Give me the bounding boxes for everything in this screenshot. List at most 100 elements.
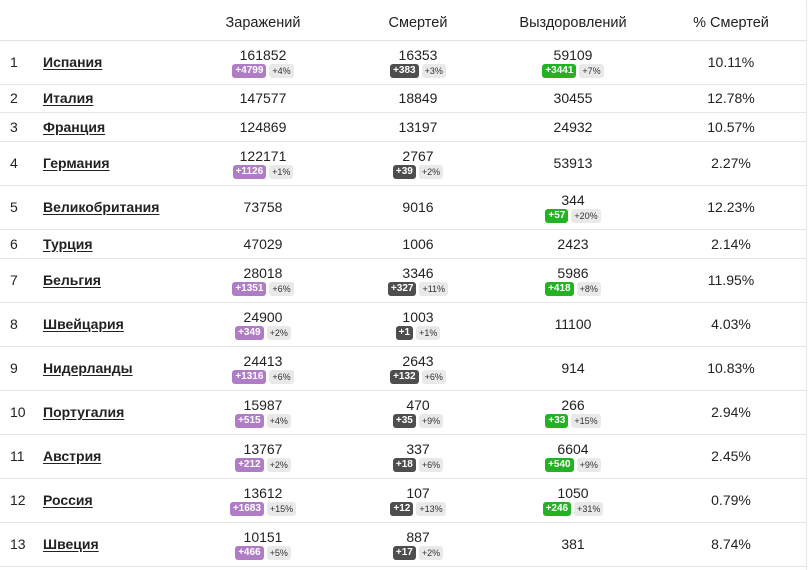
header-cases[interactable]: Заражений [225, 15, 301, 31]
deaths-new-badge: +383 [390, 63, 419, 78]
deaths-new-badge: +327 [387, 281, 417, 296]
country-link[interactable]: Швеция [43, 536, 99, 552]
deaths-percent-badge: +1% [416, 325, 441, 340]
rank-cell: 1 [10, 40, 34, 84]
death-percent-cell: 12.23% [668, 185, 794, 229]
deaths-percent-badge: +9% [418, 413, 444, 428]
country-cell: Австрия [43, 434, 213, 478]
recovered-value: 2423 [557, 235, 589, 252]
table-row: 1 Испания 161852 +4799 +4% 16353 +383 +3% 59109 +… [0, 40, 806, 85]
deaths-value: 887 [406, 528, 430, 545]
cases-new-badge: +515 [235, 413, 264, 428]
country-cell: Турция [43, 229, 213, 258]
country-link[interactable]: Австрия [43, 448, 102, 464]
header-death-percent[interactable]: % Смертей [693, 15, 769, 31]
cases-change-badges: +515 +4% [235, 413, 291, 428]
country-cell: Швейцария [43, 302, 213, 346]
country-link[interactable]: Нидерланды [43, 360, 133, 376]
country-link[interactable]: Португалия [43, 404, 125, 420]
cases-value: 147577 [239, 90, 287, 106]
death-percent-value: 12.78% [707, 90, 755, 106]
deaths-cell: 337 +18 +6% [355, 434, 481, 478]
cases-new-badge: +4799 [232, 63, 267, 78]
country-link[interactable]: Франция [43, 118, 106, 135]
country-link[interactable]: Бельгия [43, 272, 101, 288]
death-percent-cell: 12.78% [668, 84, 794, 112]
table-header: Заражений Смертей Выздоровлений % Смерте… [0, 0, 806, 41]
recovered-cell: 344 +57 +20% [510, 185, 636, 229]
death-percent-value: 0.79% [711, 492, 751, 508]
cases-cell: 147577 [200, 84, 326, 112]
country-cell: Франция [43, 112, 213, 141]
cases-percent-badge: +6% [269, 281, 294, 296]
cases-new-badge: +212 [235, 457, 264, 472]
death-percent-value: 2.14% [711, 235, 751, 252]
death-percent-cell: 10.57% [668, 112, 794, 141]
deaths-value: 18849 [398, 90, 438, 106]
death-percent-cell: 10.11% [668, 40, 794, 84]
country-link[interactable]: Испания [43, 54, 103, 70]
death-percent-value: 8.74% [711, 536, 751, 552]
cases-cell: 122171 +1126 +1% [200, 141, 326, 185]
recovered-cell: 24932 [510, 112, 636, 141]
recovered-change-badges: +540 +9% [545, 457, 601, 472]
death-percent-value: 11.95% [707, 272, 755, 288]
table-row: 4 Германия 122171 +1126 +1% 2767 +39 +2% 53913 2.… [0, 141, 806, 186]
rank-cell: 3 [10, 112, 34, 141]
country-link[interactable]: Швейцария [43, 316, 124, 332]
deaths-value: 107 [406, 484, 430, 501]
recovered-percent-badge: +15% [571, 413, 601, 428]
deaths-percent-badge: +6% [418, 457, 444, 472]
country-link[interactable]: Россия [43, 492, 93, 508]
recovered-new-badge: +540 [545, 457, 574, 472]
rank-number: 3 [10, 118, 18, 135]
death-percent-cell: 8.74% [668, 522, 794, 566]
cases-value: 15987 [243, 396, 283, 413]
country-link[interactable]: Италия [43, 90, 94, 106]
country-link[interactable]: Турция [43, 235, 93, 252]
cases-cell: 15987 +515 +4% [200, 390, 326, 434]
rank-cell: 7 [10, 258, 34, 302]
death-percent-value: 10.83% [707, 360, 755, 376]
rank-cell: 9 [10, 346, 34, 390]
country-cell: Великобритания [43, 185, 213, 229]
recovered-change-badges: +33 +15% [545, 413, 601, 428]
recovered-new-badge: +3441 [542, 63, 577, 78]
country-link[interactable]: Германия [43, 155, 110, 171]
cases-cell: 73758 [200, 185, 326, 229]
country-link[interactable]: Великобритания [43, 199, 160, 215]
death-percent-cell: 0.79% [668, 478, 794, 522]
cases-percent-badge: +6% [269, 369, 294, 384]
cases-change-badges: +1126 +1% [232, 164, 294, 179]
recovered-change-badges: +57 +20% [545, 208, 601, 223]
cases-value: 73758 [243, 199, 283, 215]
rank-cell: 13 [10, 522, 34, 566]
recovered-value: 11100 [554, 316, 592, 332]
death-percent-cell: 2.14% [668, 229, 794, 258]
death-percent-value: 4.03% [711, 316, 751, 332]
recovered-cell: 381 [510, 522, 636, 566]
country-cell: Испания [43, 40, 213, 84]
deaths-cell: 18849 [355, 84, 481, 112]
cases-percent-badge: +15% [266, 501, 297, 516]
table-row: 10 Португалия 15987 +515 +4% 470 +35 +9% 266 +33 +… [0, 390, 806, 435]
deaths-new-badge: +1 [395, 325, 414, 340]
rank-number: 13 [10, 536, 26, 552]
cases-new-badge: +1126 [232, 164, 267, 179]
recovered-cell: 11100 [510, 302, 636, 346]
deaths-change-badges: +383 +3% [390, 63, 446, 78]
recovered-cell: 1050 +246 +31% [510, 478, 636, 522]
cases-cell: 161852 +4799 +4% [200, 40, 326, 84]
recovered-value: 24932 [553, 118, 593, 135]
rank-number: 4 [10, 155, 18, 171]
header-recovered[interactable]: Выздоровлений [519, 15, 627, 31]
deaths-value: 3346 [402, 264, 434, 281]
rank-number: 10 [10, 404, 26, 420]
recovered-cell: 53913 [510, 141, 636, 185]
country-cell: Россия [43, 478, 213, 522]
header-deaths[interactable]: Смертей [388, 15, 448, 31]
recovered-new-badge: +246 [542, 501, 572, 516]
country-cell: Бельгия [43, 258, 213, 302]
cases-new-badge: +349 [235, 325, 264, 340]
cases-percent-badge: +2% [266, 457, 291, 472]
